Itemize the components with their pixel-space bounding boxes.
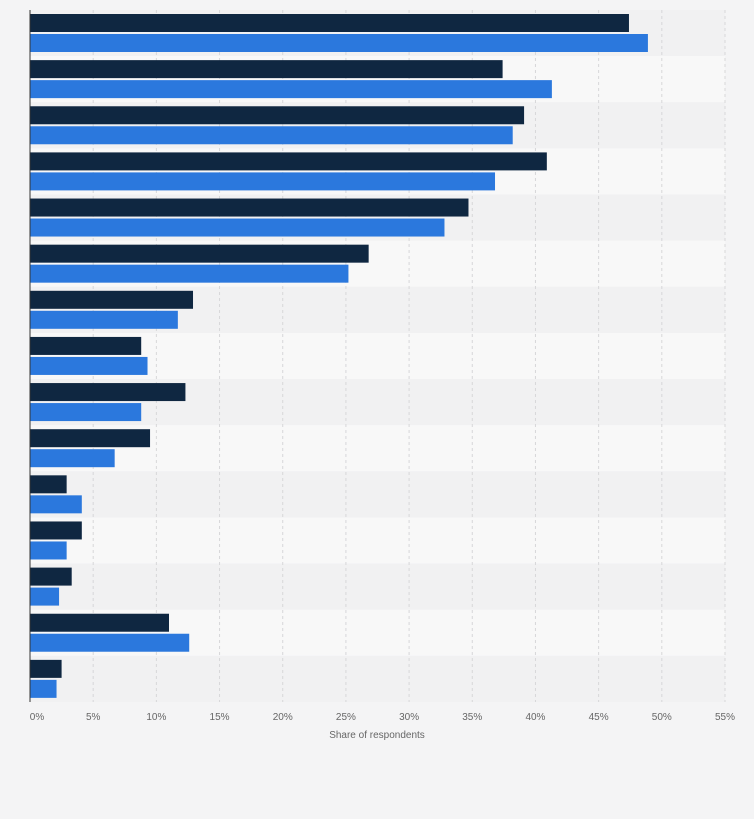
- row-band: [30, 471, 725, 518]
- x-axis-title: Share of respondents: [329, 730, 425, 741]
- bar-series-2: [30, 126, 513, 145]
- bar-series-2: [30, 541, 67, 560]
- bar-series-2: [30, 495, 82, 514]
- bar-series-2: [30, 310, 178, 329]
- bar-series-1: [30, 290, 194, 309]
- bar-series-2: [30, 172, 496, 191]
- bar-series-1: [30, 567, 72, 586]
- x-tick-label: 35%: [462, 712, 482, 723]
- row-band: [30, 517, 725, 564]
- x-tick-label: 0%: [30, 712, 45, 723]
- x-tick-label: 30%: [399, 712, 419, 723]
- bar-series-1: [30, 475, 67, 494]
- bar-series-1: [30, 521, 82, 540]
- bar-series-1: [30, 198, 469, 217]
- x-tick-label: 5%: [86, 712, 101, 723]
- x-tick-label: 20%: [273, 712, 293, 723]
- bar-series-2: [30, 403, 142, 422]
- bar-series-1: [30, 106, 525, 125]
- bar-series-2: [30, 449, 115, 468]
- bar-series-2: [30, 587, 60, 606]
- bar-series-1: [30, 659, 62, 678]
- bar-series-2: [30, 34, 648, 52]
- row-band: [30, 655, 725, 702]
- bar-series-2: [30, 679, 57, 698]
- bar-series-2: [30, 80, 552, 99]
- bar-series-1: [30, 613, 169, 632]
- bar-series-1: [30, 336, 142, 355]
- row-band: [30, 563, 725, 610]
- x-tick-label: 10%: [146, 712, 166, 723]
- x-tick-label: 55%: [715, 712, 735, 723]
- bar-series-2: [30, 264, 349, 283]
- x-tick-label: 45%: [589, 712, 609, 723]
- bar-series-1: [30, 14, 629, 32]
- bar-series-2: [30, 218, 445, 237]
- x-tick-label: 40%: [525, 712, 545, 723]
- bar-series-2: [30, 633, 190, 652]
- x-axis-ticks: 0% 5% 10% 15% 20% 25% 30% 35% 40% 45% 50% 55%: [30, 712, 735, 723]
- bar-series-1: [30, 152, 547, 171]
- x-tick-label: 15%: [210, 712, 230, 723]
- bar-series-2: [30, 356, 148, 375]
- x-tick-label: 25%: [336, 712, 356, 723]
- bar-series-1: [30, 244, 369, 263]
- bars: [30, 14, 648, 698]
- x-tick-label: 50%: [652, 712, 672, 723]
- bar-series-1: [30, 429, 151, 448]
- gridlines: [92, 10, 726, 702]
- bar-series-1: [30, 383, 186, 402]
- bar-series-1: [30, 60, 503, 79]
